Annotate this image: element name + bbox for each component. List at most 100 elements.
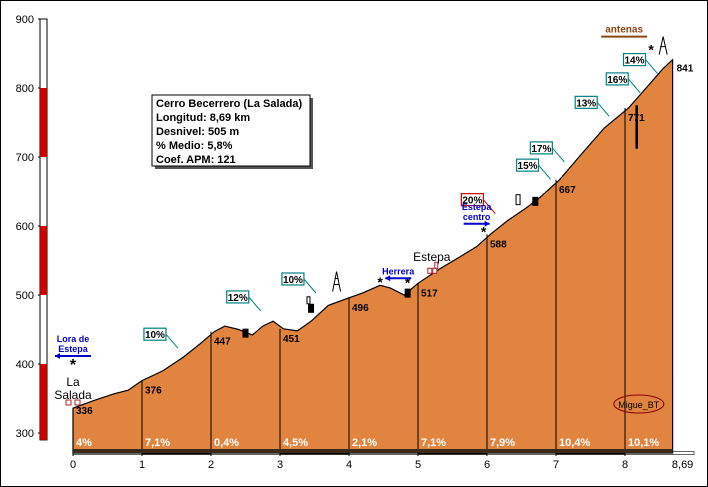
crossing-marker <box>532 196 539 206</box>
house-icon <box>432 267 438 274</box>
x-tick-label: 2 <box>208 459 214 471</box>
y-axis-band <box>40 88 47 157</box>
info-line: Longitud: 8,69 km <box>156 112 250 124</box>
max-gradient-label: 10% <box>145 330 165 341</box>
segment-gradient-label: 4,5% <box>283 437 308 449</box>
x-tick-label: 5 <box>415 459 421 471</box>
segment-gradient-label: 0,4% <box>214 437 239 449</box>
x-tick-label: 8 <box>622 459 628 471</box>
annotation-layer: 10%12%10%20%15%17%13%16%14%*LaSaladaEste… <box>54 25 668 414</box>
max-gradient-label: 13% <box>576 98 596 109</box>
antenna-tower-icon <box>658 36 668 55</box>
house-icon <box>65 399 72 406</box>
elevation-label: 841 <box>677 64 694 75</box>
tower-icon <box>332 271 342 292</box>
direction-arrow-head <box>55 353 60 359</box>
max-gradient-label: 16% <box>607 75 627 86</box>
info-line: Desnivel: 505 m <box>156 126 239 138</box>
direction-label: Estepa <box>462 202 493 212</box>
y-tick-label: 900 <box>16 14 34 26</box>
max-gradient-pointer <box>165 333 179 349</box>
segment-gradient-label: 2,1% <box>352 437 377 449</box>
direction-label: Estepa <box>58 344 89 354</box>
y-tick-label: 500 <box>16 290 34 302</box>
direction-label: Herrera <box>382 266 415 276</box>
x-tick-label: 3 <box>277 459 283 471</box>
y-tick-label: 600 <box>16 221 34 233</box>
elevation-label: 376 <box>145 386 162 397</box>
estepa-town-label: Estepa <box>413 250 451 264</box>
elevation-label: 667 <box>559 185 576 196</box>
house-icon <box>427 267 433 274</box>
x-tick-label: 4 <box>346 459 352 471</box>
y-tick-label: 400 <box>16 359 34 371</box>
max-gradient-label: 17% <box>531 144 551 155</box>
direction-label: centro <box>463 212 491 222</box>
max-gradient-pointer <box>303 278 317 294</box>
elevation-label: 496 <box>352 303 369 314</box>
y-axis-band <box>40 226 47 295</box>
x-tick-label: 6 <box>484 459 490 471</box>
y-tick-label: 800 <box>16 83 34 95</box>
signpost-icon <box>306 296 311 305</box>
x-tick-label: 7 <box>553 459 559 471</box>
start-star-icon: * <box>70 357 77 374</box>
direction-arrow-head <box>385 275 391 282</box>
y-tick-label: 300 <box>16 428 34 440</box>
house-icon <box>74 399 81 406</box>
max-gradient-label: 15% <box>518 161 538 172</box>
segment-gradient-label: 10,4% <box>559 437 590 449</box>
segment-gradient-label: 7,1% <box>145 437 170 449</box>
elevation-label: 447 <box>214 337 231 348</box>
crossing-marker <box>242 328 249 338</box>
crossing-marker <box>308 303 315 313</box>
author-badge <box>613 394 665 414</box>
direction-label: Lora de <box>57 334 90 344</box>
max-gradient-label: 14% <box>624 56 644 67</box>
max-gradient-pointer <box>551 147 565 163</box>
info-line: Cerro Becerrero (La Salada) <box>156 98 302 110</box>
max-gradient-pointer <box>645 59 658 74</box>
max-gradient-pointer <box>596 102 610 117</box>
elevation-profile-area <box>72 58 674 454</box>
author-label: Migue_BT <box>618 400 660 410</box>
x-end-label: 8,69 <box>672 459 693 471</box>
info-box: Cerro Becerrero (La Salada) Longitud: 8,6… <box>151 94 313 169</box>
junction-star-icon: * <box>405 275 411 291</box>
profile-layer: 3363764474514965175886677718414%7,1%0,4%… <box>72 58 694 454</box>
segment-gradient-label: 4% <box>76 437 92 449</box>
profile-base-strip <box>73 449 673 453</box>
elevation-label: 336 <box>76 406 93 417</box>
y-tick-label: 700 <box>16 152 34 164</box>
max-gradient-pointer <box>248 296 262 312</box>
info-line: Coef. APM: 121 <box>156 154 236 166</box>
elevation-label: 588 <box>490 239 507 250</box>
start-place-label: Salada <box>54 388 92 402</box>
traffic-light-icon <box>515 194 521 206</box>
max-gradient-pointer <box>627 78 641 94</box>
max-gradient-label: 12% <box>228 293 248 304</box>
crossing-marker <box>404 288 411 298</box>
start-place-label: La <box>66 375 80 389</box>
junction-star-icon: * <box>377 274 383 290</box>
elevation-label: 517 <box>421 288 438 299</box>
direction-arrow-head <box>484 220 490 227</box>
info-line: % Medio: 5,8% <box>156 140 233 152</box>
max-gradient-pointer <box>538 164 551 180</box>
segment-gradient-label: 7,9% <box>490 437 515 449</box>
max-gradient-label: 10% <box>283 275 303 286</box>
junction-star-icon: * <box>481 224 487 240</box>
y-axis-band <box>40 433 47 440</box>
max-gradient-label: 20% <box>462 196 482 207</box>
max-gradient-pointer <box>482 199 496 214</box>
x-tick-label: 1 <box>139 459 145 471</box>
church-icon <box>434 261 439 269</box>
segment-gradient-label: 7,1% <box>421 437 446 449</box>
x-tick-label: 0 <box>70 459 76 471</box>
elevation-label: 451 <box>283 334 300 345</box>
summit-star-icon: * <box>648 42 654 58</box>
antenas-label: antenas <box>605 25 643 36</box>
segment-gradient-label: 10,1% <box>628 437 659 449</box>
info-box-frame <box>151 94 311 167</box>
